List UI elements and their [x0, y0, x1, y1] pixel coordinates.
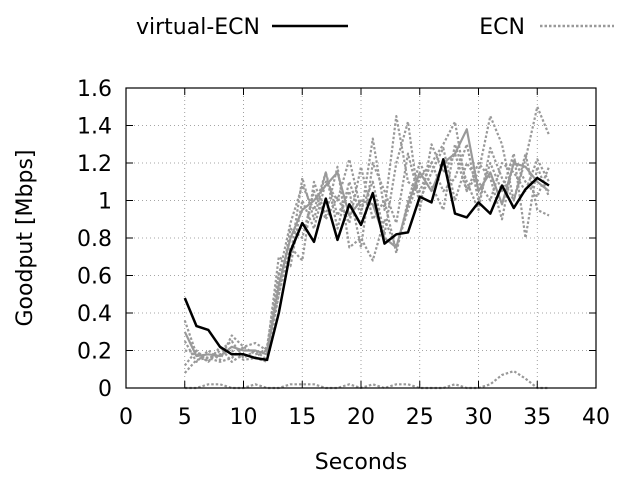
y-tick-label: 1.6	[77, 77, 112, 102]
y-tick-label: 0.2	[77, 340, 112, 365]
axis-ticks	[125, 87, 597, 389]
series-line-virtual-ecn	[183, 158, 550, 362]
x-axis-title: Seconds	[315, 450, 407, 475]
series-lines	[183, 105, 551, 390]
y-tick-label: 0.4	[77, 302, 112, 327]
y-tick-label: 0.8	[77, 227, 112, 252]
series-line-ecn	[183, 128, 550, 358]
grid	[126, 88, 596, 388]
series-line-ecn	[184, 370, 549, 390]
tick-labels: 0 5 10 15 20 25 30 35 40 0 0.2 0.4 0.6 0.8 1 1.2 1.4 1.6	[77, 77, 610, 430]
y-tick-label: 0	[98, 377, 112, 402]
y-tick-label: 1	[98, 190, 112, 215]
y-tick-label: 1.4	[77, 115, 112, 140]
x-tick-label: 20	[347, 405, 375, 430]
series-line-ecn	[183, 146, 550, 367]
y-tick-label: 0.6	[77, 265, 112, 290]
x-tick-label: 25	[406, 405, 434, 430]
series-line-ecn	[183, 120, 551, 363]
y-axis-title: Goodput [Mbps]	[13, 150, 38, 327]
y-tick-label: 1.2	[77, 152, 112, 177]
x-tick-label: 10	[230, 405, 258, 430]
x-tick-label: 35	[523, 405, 551, 430]
legend-label-virtual-ecn: virtual-ECN	[136, 15, 260, 40]
x-tick-label: 40	[582, 405, 610, 430]
series-line-ecn	[184, 143, 550, 363]
x-tick-label: 5	[178, 405, 192, 430]
x-tick-label: 30	[465, 405, 493, 430]
legend: virtual-ECN ECN	[136, 15, 614, 40]
x-tick-label: 15	[288, 405, 316, 430]
legend-label-ecn: ECN	[479, 15, 525, 40]
x-tick-label: 0	[119, 405, 133, 430]
series-line-ecn	[183, 105, 551, 363]
